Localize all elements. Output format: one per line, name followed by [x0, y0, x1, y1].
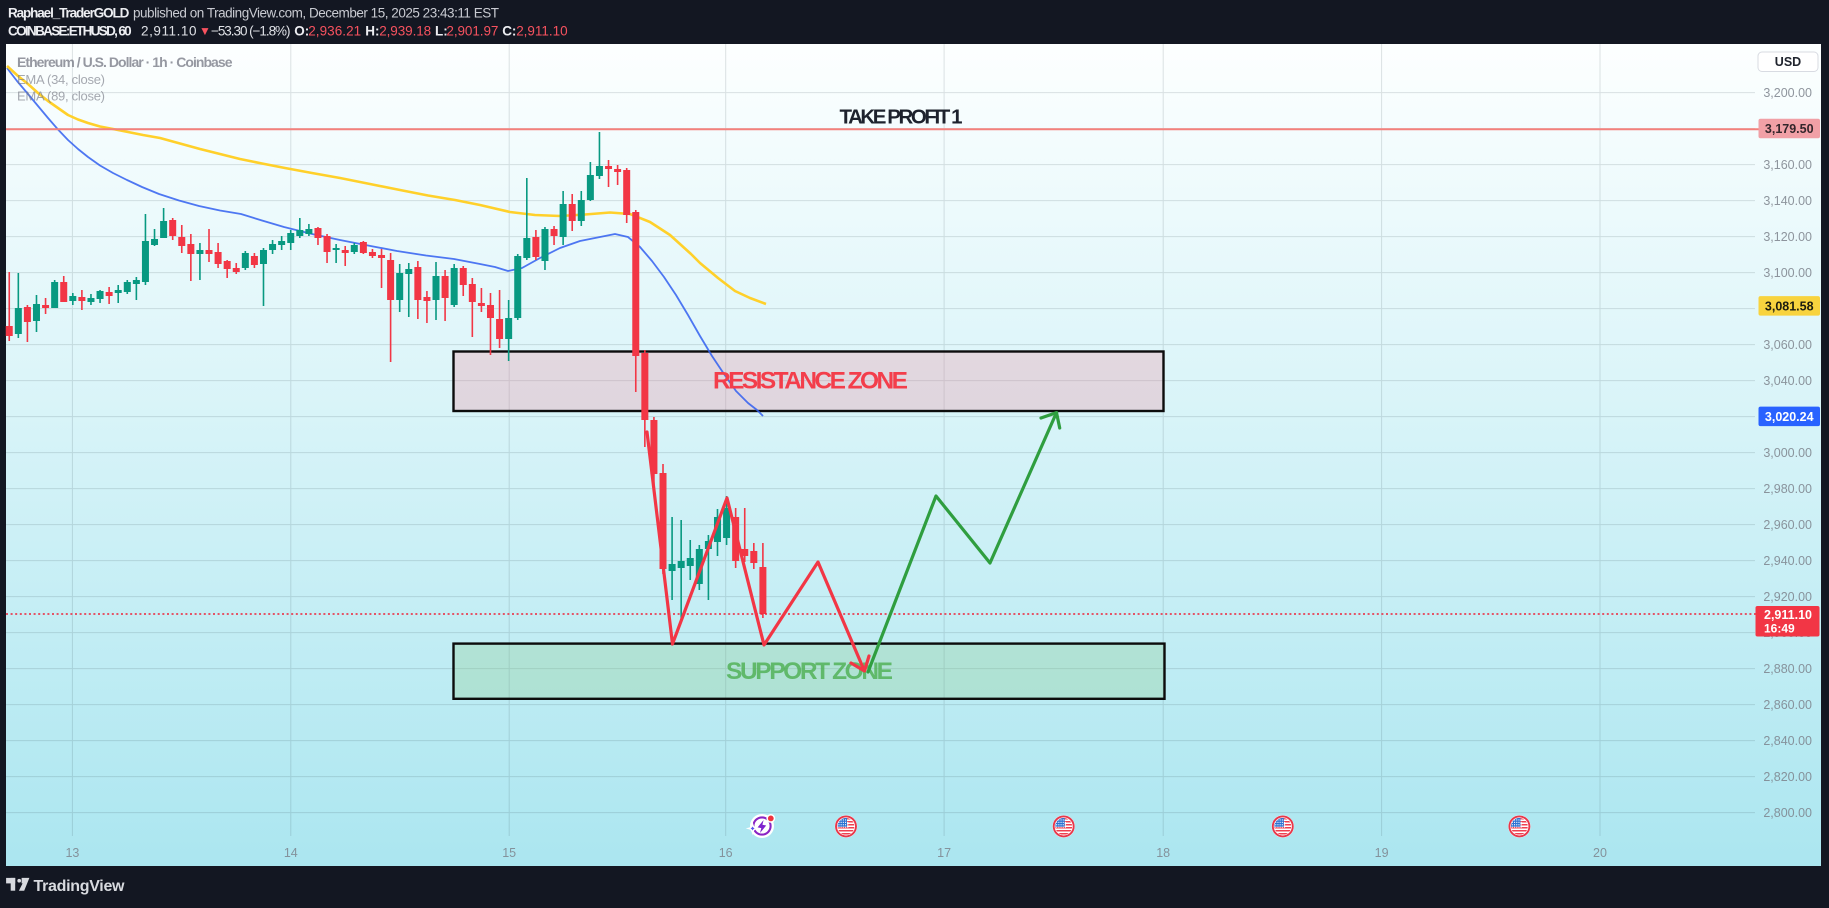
svg-text:3,081.58: 3,081.58 [1765, 299, 1814, 313]
svg-text:2,911.10: 2,911.10 [1764, 608, 1812, 622]
svg-text:3,120.00: 3,120.00 [1763, 230, 1812, 244]
svg-text:2,911.10: 2,911.10 [141, 24, 197, 39]
svg-text:2,920.00: 2,920.00 [1763, 590, 1812, 604]
svg-text:O:: O: [294, 24, 309, 39]
svg-text:L:: L: [435, 24, 448, 39]
svg-text:Raphael_TraderGOLD: Raphael_TraderGOLD [8, 6, 130, 21]
svg-text:3,100.00: 3,100.00 [1763, 266, 1812, 280]
svg-text:17: 17 [937, 846, 951, 860]
svg-text:2,820.00: 2,820.00 [1763, 770, 1812, 784]
svg-text:2,880.00: 2,880.00 [1763, 662, 1812, 676]
svg-text:3,160.00: 3,160.00 [1763, 158, 1812, 172]
svg-text:RESISTANCE ZONE: RESISTANCE ZONE [713, 367, 908, 394]
svg-text:18: 18 [1156, 846, 1170, 860]
svg-text:2,901.97: 2,901.97 [446, 24, 498, 39]
svg-text:2,860.00: 2,860.00 [1763, 698, 1812, 712]
svg-text:2,939.18: 2,939.18 [379, 24, 431, 39]
svg-text:−53.30 (−1.8%): −53.30 (−1.8%) [211, 24, 291, 39]
svg-text:16: 16 [719, 846, 733, 860]
svg-text:published on TradingView.com,: published on TradingView.com, December 1… [133, 6, 499, 21]
svg-text:3,000.00: 3,000.00 [1763, 446, 1812, 460]
svg-text:COINBASE:ETHUSD, 60: COINBASE:ETHUSD, 60 [8, 24, 132, 39]
svg-text:3,040.00: 3,040.00 [1763, 374, 1812, 388]
svg-text:USD: USD [1775, 55, 1801, 69]
svg-text:EMA (89, close): EMA (89, close) [17, 89, 105, 104]
svg-text:TradingView: TradingView [34, 878, 126, 895]
svg-text:2,940.00: 2,940.00 [1763, 554, 1812, 568]
svg-text:TAKE PROFIT 1: TAKE PROFIT 1 [840, 106, 963, 129]
svg-text:3,140.00: 3,140.00 [1763, 194, 1812, 208]
svg-text:H:: H: [365, 24, 379, 39]
svg-text:19: 19 [1375, 846, 1389, 860]
svg-text:3,060.00: 3,060.00 [1763, 338, 1812, 352]
svg-text:2,936.21: 2,936.21 [308, 24, 361, 39]
svg-text:3,200.00: 3,200.00 [1763, 86, 1812, 100]
svg-text:14: 14 [284, 846, 298, 860]
svg-text:▼: ▼ [199, 24, 211, 38]
svg-text:2,840.00: 2,840.00 [1763, 734, 1812, 748]
svg-text:2,800.00: 2,800.00 [1763, 806, 1812, 820]
svg-text:2,911.10: 2,911.10 [516, 24, 567, 39]
svg-text:EMA (34, close): EMA (34, close) [17, 72, 105, 87]
svg-text:Ethereum / U.S. Dollar · 1h ·: Ethereum / U.S. Dollar · 1h · Coinbase [17, 54, 233, 70]
svg-text:20: 20 [1593, 846, 1607, 860]
svg-text:3,020.24: 3,020.24 [1765, 410, 1814, 424]
svg-text:2,960.00: 2,960.00 [1763, 518, 1812, 532]
svg-text:16:49: 16:49 [1764, 622, 1795, 636]
svg-text:13: 13 [65, 846, 79, 860]
svg-text:15: 15 [502, 846, 516, 860]
svg-text:2,980.00: 2,980.00 [1763, 482, 1812, 496]
svg-text:3,179.50: 3,179.50 [1765, 122, 1814, 136]
svg-text:C:: C: [502, 24, 516, 39]
